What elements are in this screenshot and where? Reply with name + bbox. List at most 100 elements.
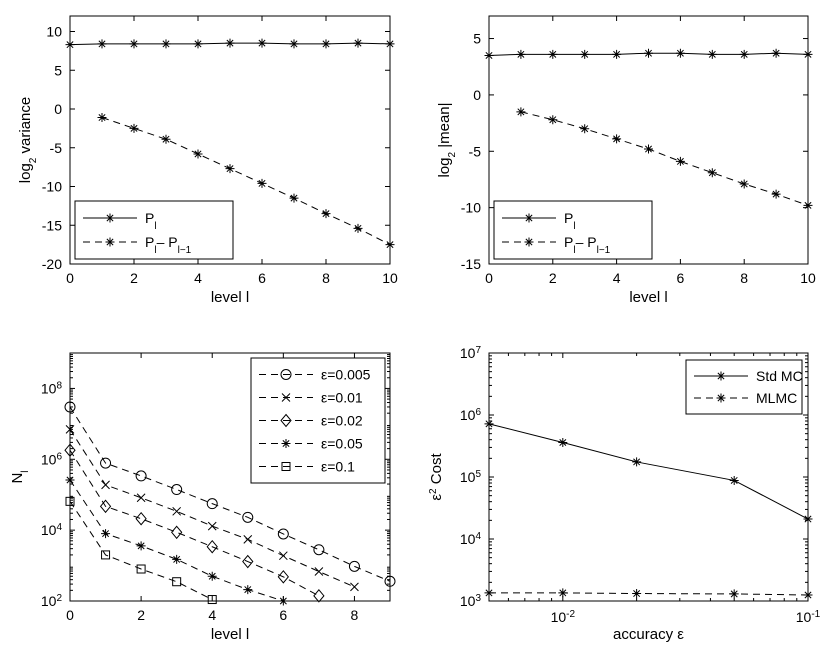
data-point bbox=[353, 38, 363, 48]
data-point bbox=[207, 571, 217, 581]
data-point bbox=[136, 493, 146, 503]
data-point bbox=[243, 585, 253, 595]
y-tick-label: 5 bbox=[54, 62, 62, 78]
y-axis-label: log2 variance bbox=[17, 97, 39, 183]
data-point bbox=[243, 534, 253, 544]
x-axis-label: level l bbox=[211, 626, 249, 643]
data-point bbox=[129, 39, 139, 49]
legend: Std MC MLMC bbox=[685, 359, 803, 415]
legend-marker bbox=[280, 413, 292, 428]
data-point bbox=[161, 39, 171, 49]
legend-box bbox=[74, 200, 234, 260]
series-1 bbox=[65, 424, 359, 592]
data-point bbox=[172, 577, 182, 587]
legend-label: ε=0.1 bbox=[321, 459, 355, 475]
series-1 bbox=[516, 107, 813, 210]
data-point bbox=[558, 438, 568, 448]
data-point bbox=[64, 401, 76, 413]
legend-marker bbox=[524, 237, 534, 247]
x-tick-label: 10-1 bbox=[796, 609, 821, 626]
data-point bbox=[729, 589, 739, 599]
data-point bbox=[612, 49, 622, 59]
data-point bbox=[707, 168, 717, 178]
data-point bbox=[484, 50, 494, 60]
data-point bbox=[675, 156, 685, 166]
y-tick-label: 104 bbox=[41, 522, 63, 539]
data-point bbox=[136, 541, 146, 551]
data-point bbox=[729, 475, 739, 485]
data-point bbox=[548, 115, 558, 125]
y-tick-label: 104 bbox=[460, 531, 482, 548]
series-2 bbox=[64, 443, 325, 603]
data-point bbox=[135, 511, 147, 526]
x-tick-label: 8 bbox=[351, 607, 359, 623]
legend-label: Pl– Pl−1 bbox=[564, 234, 611, 256]
series-line bbox=[69, 406, 391, 582]
data-point bbox=[172, 554, 182, 564]
x-tick-label: 10 bbox=[382, 270, 398, 286]
x-tick-label: 4 bbox=[194, 270, 202, 286]
data-point bbox=[64, 443, 76, 458]
y-tick-label: 0 bbox=[54, 101, 62, 117]
y-tick-label: -15 bbox=[42, 217, 62, 233]
data-point bbox=[193, 149, 203, 159]
legend-label: ε=0.05 bbox=[321, 436, 363, 452]
panel-mean: 0 2 4 6 8 10 -15 -10 -5 0 5 level l log2 |mean| PlPl–… bbox=[436, 15, 816, 306]
data-point bbox=[277, 570, 289, 584]
legend-box bbox=[493, 200, 653, 260]
data-point bbox=[803, 49, 813, 59]
data-point bbox=[278, 551, 288, 561]
series-1 bbox=[97, 113, 395, 250]
data-point bbox=[580, 49, 590, 59]
y-tick-label: 106 bbox=[41, 451, 63, 468]
data-point bbox=[99, 499, 112, 514]
data-point bbox=[313, 589, 325, 603]
series-3 bbox=[65, 475, 288, 606]
y-tick-label: -10 bbox=[42, 179, 62, 195]
x-tick-label: 2 bbox=[130, 270, 138, 286]
data-point bbox=[100, 457, 112, 469]
data-point bbox=[101, 480, 110, 490]
data-point bbox=[225, 38, 235, 48]
data-point bbox=[65, 496, 75, 506]
x-tick-label: 2 bbox=[137, 607, 145, 623]
data-point bbox=[803, 200, 813, 210]
y-tick-label: 102 bbox=[41, 593, 63, 610]
data-point bbox=[277, 528, 289, 540]
legend-label: Pl– Pl−1 bbox=[145, 234, 192, 256]
data-point bbox=[171, 525, 183, 540]
data-point bbox=[516, 107, 526, 117]
data-point bbox=[206, 539, 218, 554]
panel-variance: 0 2 4 6 8 10 -20 -15 -10 -5 0 5 10 level l log2 varian… bbox=[17, 15, 398, 306]
data-point bbox=[803, 590, 813, 600]
data-point bbox=[172, 506, 182, 516]
data-point bbox=[321, 39, 331, 49]
data-point bbox=[278, 596, 288, 606]
data-point bbox=[675, 48, 685, 58]
y-tick-label: -10 bbox=[461, 200, 481, 216]
y-axis-label: ε2 Cost bbox=[428, 453, 446, 501]
legend-marker bbox=[716, 393, 726, 403]
x-tick-label: 10-2 bbox=[551, 609, 576, 626]
legend-marker bbox=[105, 213, 115, 223]
data-point bbox=[484, 588, 494, 598]
data-point bbox=[313, 544, 325, 556]
x-axis-label: level l bbox=[211, 289, 249, 306]
data-point bbox=[225, 164, 235, 174]
x-tick-label: 6 bbox=[258, 270, 266, 286]
legend-marker bbox=[281, 393, 291, 402]
data-point bbox=[384, 575, 396, 587]
x-tick-label: 4 bbox=[208, 607, 216, 623]
y-tick-label: 0 bbox=[473, 87, 481, 103]
data-point bbox=[632, 589, 642, 599]
data-point bbox=[644, 48, 653, 58]
data-point bbox=[348, 560, 360, 572]
data-point bbox=[135, 470, 147, 482]
legend-label: ε=0.01 bbox=[321, 390, 363, 406]
series-0 bbox=[64, 401, 396, 587]
y-tick-label: -20 bbox=[42, 256, 62, 272]
data-point bbox=[558, 588, 568, 598]
